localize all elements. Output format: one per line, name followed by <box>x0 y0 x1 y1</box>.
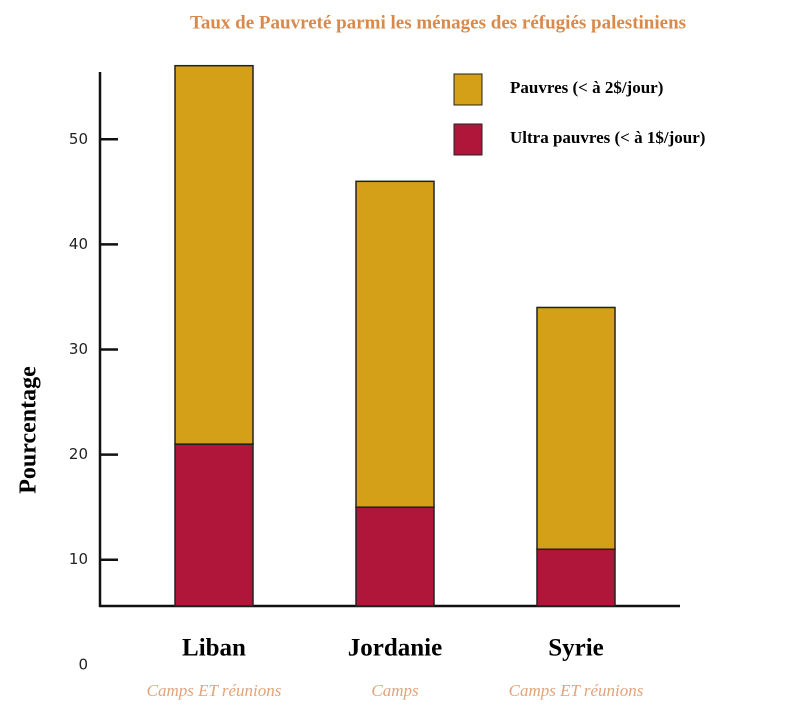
y-tick-label: 40 <box>69 235 88 253</box>
legend-label: Pauvres (< à 2$/jour) <box>510 78 663 97</box>
category-note: Camps ET réunions <box>147 681 282 700</box>
bar-segment <box>536 306 616 550</box>
category-note: Camps <box>371 681 419 700</box>
y-tick-label: 10 <box>69 550 88 568</box>
y-tick-label: 20 <box>69 445 88 463</box>
category-note: Camps ET réunions <box>509 681 644 700</box>
x-tick-label: Jordanie <box>348 635 442 662</box>
y-tick-label: 30 <box>69 340 88 358</box>
x-tick-label: Liban <box>182 635 246 662</box>
bar-segment <box>355 506 435 607</box>
legend-swatch <box>453 123 483 156</box>
y-axis-label: Pourcentage <box>16 366 42 494</box>
y-tick-label: 0 <box>78 655 88 673</box>
chart-title: Taux de Pauvreté parmi les ménages des r… <box>190 12 686 33</box>
x-tick-label: Syrie <box>548 635 604 662</box>
bar-segment <box>355 180 435 508</box>
y-tick-label: 50 <box>69 130 88 148</box>
bar-segment <box>174 64 254 445</box>
legend-swatch <box>453 73 483 106</box>
bar-segment <box>174 443 254 607</box>
legend-label: Ultra pauvres (< à 1$/jour) <box>510 128 705 147</box>
bar-segment <box>536 548 616 607</box>
